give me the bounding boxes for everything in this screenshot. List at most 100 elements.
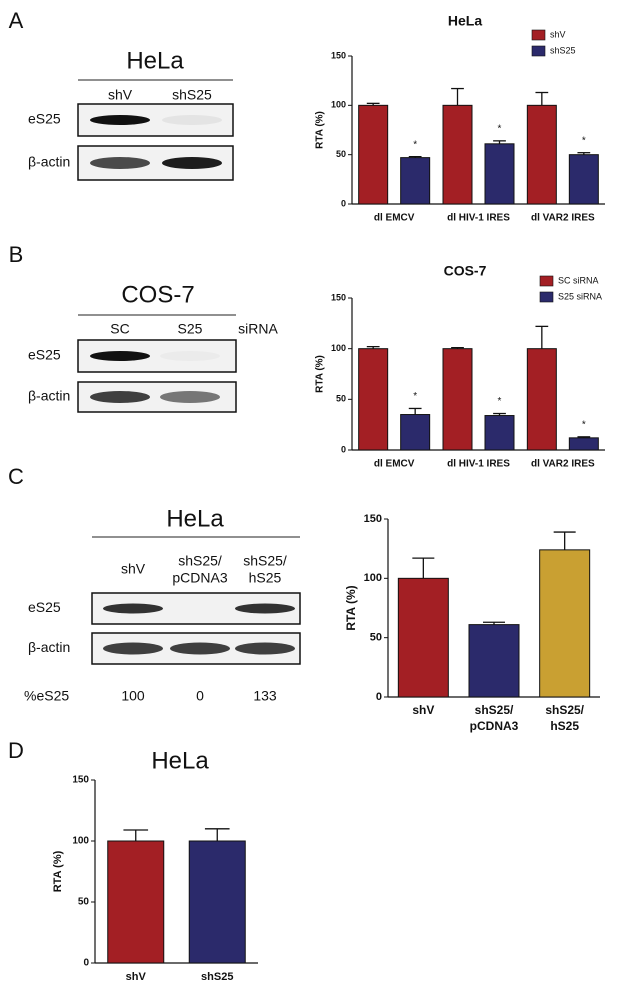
bar — [188, 840, 246, 964]
x-tick-label: hS25 — [550, 719, 579, 733]
significance-mark: * — [582, 419, 586, 430]
blot-title: COS-7 — [121, 281, 194, 308]
y-axis-label: RTA (%) — [344, 585, 358, 630]
lane-label: shV — [108, 87, 133, 103]
y-tick-label: 0 — [341, 444, 346, 454]
x-tick-label: shS25/ — [545, 703, 584, 717]
y-axis-label: RTA (%) — [315, 355, 326, 393]
lane-label: shS25/ — [178, 553, 222, 569]
legend-swatch — [531, 45, 546, 57]
bar — [358, 104, 389, 205]
bar — [400, 414, 431, 451]
legend-label: shS25 — [550, 45, 576, 55]
bar — [400, 157, 431, 205]
bar — [484, 415, 515, 451]
y-tick-label: 50 — [370, 632, 382, 644]
row-label: β-actin — [28, 639, 70, 655]
panel-letter: D — [8, 738, 24, 763]
y-tick-label: 100 — [331, 343, 346, 353]
x-tick-label: shV — [412, 703, 434, 717]
y-tick-label: 50 — [336, 149, 346, 159]
quant-value: 133 — [253, 688, 277, 704]
panel-letter: C — [8, 464, 24, 489]
panel-letter: B — [9, 242, 24, 267]
blot-band — [90, 391, 150, 403]
quant-label: %eS25 — [24, 688, 69, 704]
bar — [468, 624, 520, 698]
blot-title: HeLa — [166, 505, 224, 532]
blot-band — [235, 603, 295, 614]
blot-band — [170, 642, 230, 655]
x-tick-label: dl EMCV — [374, 213, 415, 224]
blot-band — [160, 351, 220, 361]
x-tick-label: shV — [126, 971, 147, 983]
x-tick-label: shS25/ — [475, 703, 514, 717]
lane-label: pCDNA3 — [172, 570, 227, 586]
legend-label: SC siRNA — [558, 275, 599, 285]
x-tick-label: dl EMCV — [374, 459, 415, 470]
y-tick-label: 100 — [72, 836, 89, 847]
y-tick-label: 50 — [78, 897, 90, 908]
y-tick-label: 0 — [83, 958, 89, 969]
row-label: eS25 — [28, 599, 61, 615]
legend-swatch — [539, 275, 554, 287]
bar — [397, 577, 449, 698]
significance-mark: * — [582, 135, 586, 146]
lane-suffix: siRNA — [238, 321, 278, 337]
y-tick-label: 100 — [364, 572, 382, 584]
blot-title: HeLa — [126, 47, 184, 74]
y-axis-label: RTA (%) — [52, 850, 64, 892]
blot-frame — [77, 103, 234, 137]
y-tick-label: 0 — [376, 691, 382, 703]
row-label: eS25 — [28, 347, 61, 363]
y-tick-label: 150 — [72, 775, 89, 786]
x-tick-label: dl HIV-1 IRES — [447, 213, 510, 224]
row-label: β-actin — [28, 154, 70, 170]
legend-label: shV — [550, 29, 566, 39]
bar — [526, 348, 557, 451]
blot-band — [235, 642, 295, 655]
x-tick-label: pCDNA3 — [470, 719, 519, 733]
bar — [539, 549, 591, 698]
x-tick-label: shS25 — [201, 971, 233, 983]
y-axis-label: RTA (%) — [315, 111, 326, 149]
y-tick-label: 150 — [331, 292, 346, 302]
significance-mark: * — [413, 139, 417, 150]
chart-title: HeLa — [151, 747, 209, 774]
legend-swatch — [539, 291, 554, 303]
lane-label: shS25/ — [243, 553, 287, 569]
chart-title: HeLa — [448, 13, 482, 29]
y-tick-label: 50 — [336, 394, 346, 404]
bar — [358, 348, 389, 451]
significance-mark: * — [498, 396, 502, 407]
lane-label: shV — [121, 561, 146, 577]
significance-mark: * — [413, 391, 417, 402]
blot-band — [103, 642, 163, 655]
quant-value: 0 — [196, 688, 204, 704]
x-tick-label: dl VAR2 IRES — [531, 459, 595, 470]
quant-value: 100 — [121, 688, 145, 704]
blot-band — [90, 115, 150, 125]
legend-label: S25 siRNA — [558, 291, 602, 301]
y-tick-label: 150 — [331, 50, 346, 60]
bar — [442, 104, 473, 205]
x-tick-label: dl VAR2 IRES — [531, 213, 595, 224]
x-tick-label: dl HIV-1 IRES — [447, 459, 510, 470]
blot-band — [162, 157, 222, 169]
lane-label: hS25 — [249, 570, 282, 586]
y-tick-label: 150 — [364, 513, 382, 525]
lane-label: shS25 — [172, 87, 212, 103]
bar — [484, 143, 515, 205]
lane-label: SC — [110, 321, 129, 337]
row-label: eS25 — [28, 111, 61, 127]
bar — [568, 437, 599, 451]
legend-swatch — [531, 29, 546, 41]
bar — [526, 104, 557, 205]
blot-band — [162, 115, 222, 125]
blot-band — [103, 603, 163, 614]
bar — [442, 348, 473, 451]
blot-band — [160, 391, 220, 403]
blot-band — [90, 157, 150, 169]
bar — [568, 154, 599, 205]
